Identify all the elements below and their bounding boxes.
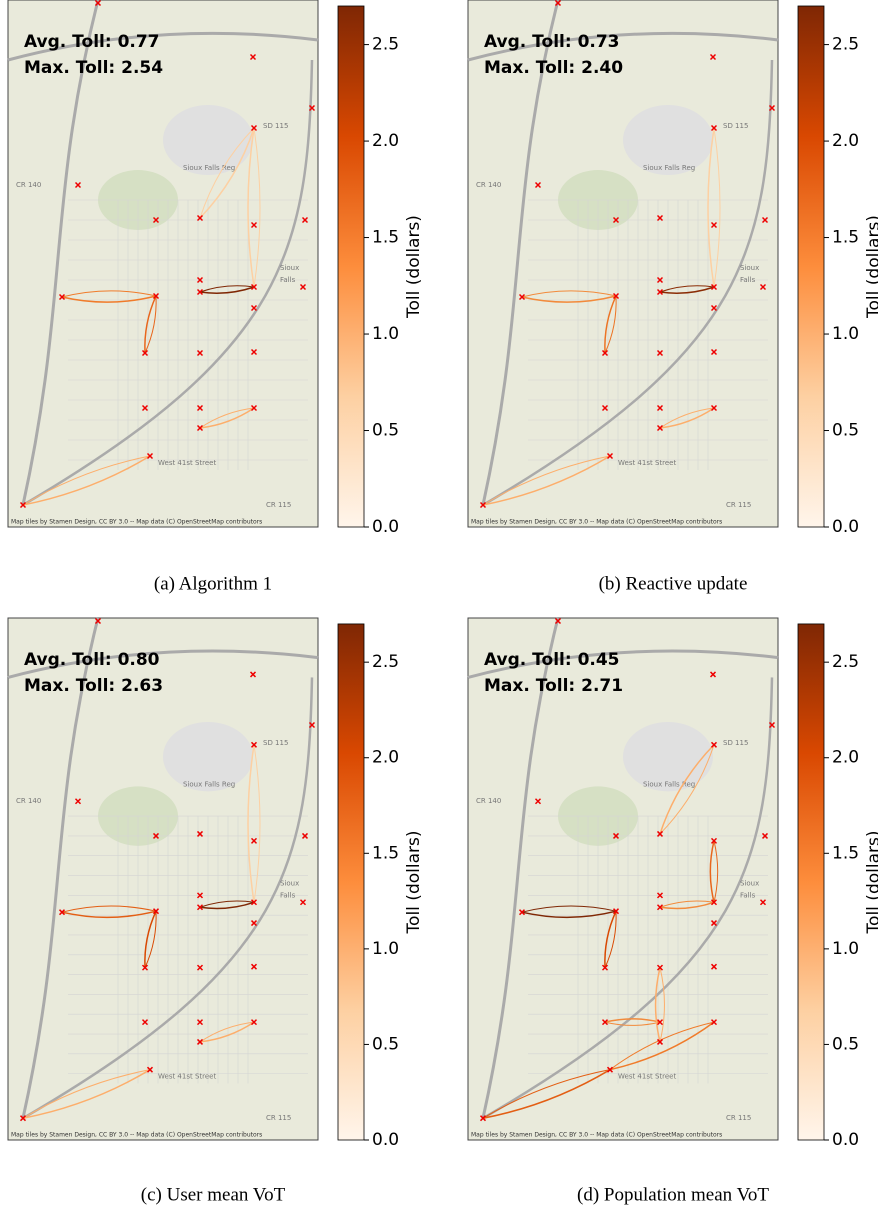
colorbar-tick-label: 0.5 <box>372 421 399 441</box>
figure: Sioux Falls Reg Sioux Falls SD 115 CR 140 CR … <box>0 0 878 1211</box>
map-label: SD 115 <box>263 122 288 130</box>
colorbar <box>798 624 824 1140</box>
map-label: West 41st Street <box>618 1073 676 1081</box>
colorbar-label: Toll (dollars) <box>404 831 424 935</box>
map-label: Falls <box>740 891 756 899</box>
map-label: Sioux Falls Reg <box>643 164 695 172</box>
max-toll: Max. Toll: 2.54 <box>24 58 163 78</box>
max-toll: Max. Toll: 2.63 <box>24 676 163 696</box>
map-background <box>8 618 318 1140</box>
map-label: Falls <box>280 891 296 899</box>
colorbar-tick-label: 2.5 <box>372 35 399 55</box>
caption: (b) Reactive update <box>599 573 748 594</box>
colorbar-tick-label: 1.5 <box>372 228 399 248</box>
colorbar-label: Toll (dollars) <box>404 215 424 319</box>
avg-toll: Avg. Toll: 0.77 <box>24 32 160 52</box>
map-label: CR 115 <box>266 1114 291 1122</box>
map-label: West 41st Street <box>158 1073 216 1081</box>
map-label: Sioux <box>740 264 759 272</box>
map-label: CR 115 <box>726 501 751 509</box>
map-background <box>468 618 778 1140</box>
avg-toll: Avg. Toll: 0.73 <box>484 32 620 52</box>
map-label: CR 140 <box>16 797 41 805</box>
colorbar-tick-label: 0.5 <box>832 1034 859 1054</box>
map-label: Falls <box>740 276 756 284</box>
colorbar-tick-label: 0.0 <box>372 1130 399 1150</box>
avg-toll: Avg. Toll: 0.45 <box>484 650 620 670</box>
colorbar <box>338 6 364 527</box>
colorbar-tick-label: 2.0 <box>832 131 859 151</box>
colorbar-tick-label: 2.0 <box>372 748 399 768</box>
colorbar-tick-label: 1.0 <box>372 324 399 344</box>
map-label: West 41st Street <box>158 459 216 467</box>
colorbar <box>338 624 364 1140</box>
map-label: Sioux <box>280 879 299 887</box>
colorbar-tick-label: 0.0 <box>372 517 399 537</box>
map-label: CR 140 <box>16 181 41 189</box>
colorbar-tick-label: 1.0 <box>372 939 399 959</box>
map-label: SD 115 <box>263 739 288 747</box>
colorbar-label: Toll (dollars) <box>864 215 878 319</box>
map-label: CR 115 <box>266 501 291 509</box>
map-background <box>468 0 778 527</box>
colorbar-tick-label: 2.5 <box>372 652 399 672</box>
map-label: CR 140 <box>476 181 501 189</box>
map-label: CR 115 <box>726 1114 751 1122</box>
attribution: Map tiles by Stamen Design, CC BY 3.0 --… <box>11 1132 262 1139</box>
colorbar-tick-label: 1.5 <box>832 228 859 248</box>
map-label: West 41st Street <box>618 459 676 467</box>
max-toll: Max. Toll: 2.40 <box>484 58 623 78</box>
colorbar-tick-label: 1.0 <box>832 324 859 344</box>
colorbar-tick-label: 0.5 <box>372 1034 399 1054</box>
caption: (c) User mean VoT <box>141 1184 286 1205</box>
caption: (d) Population mean VoT <box>577 1184 769 1205</box>
map-label: Sioux <box>740 879 759 887</box>
colorbar-tick-label: 2.5 <box>832 35 859 55</box>
map-label: Sioux Falls Reg <box>643 780 695 788</box>
map-label: SD 115 <box>723 739 748 747</box>
map-panel: Sioux Falls Reg Sioux Falls SD 115 CR 140 CR … <box>468 618 778 1140</box>
map-background <box>8 0 318 527</box>
map-panel: Sioux Falls Reg Sioux Falls SD 115 CR 140 CR … <box>8 618 318 1140</box>
max-toll: Max. Toll: 2.71 <box>484 676 623 696</box>
colorbar-tick-label: 2.0 <box>372 131 399 151</box>
caption: (a) Algorithm 1 <box>154 573 272 594</box>
colorbar <box>798 6 824 527</box>
colorbar-label: Toll (dollars) <box>864 831 878 935</box>
map-panel: Sioux Falls Reg Sioux Falls SD 115 CR 140 CR … <box>8 0 318 527</box>
map-label: SD 115 <box>723 122 748 130</box>
colorbar-tick-label: 0.0 <box>832 1130 859 1150</box>
colorbar-tick-label: 1.5 <box>832 843 859 863</box>
colorbar-tick-label: 2.5 <box>832 652 859 672</box>
map-label: Falls <box>280 276 296 284</box>
colorbar-tick-label: 0.5 <box>832 421 859 441</box>
colorbar-tick-label: 2.0 <box>832 748 859 768</box>
colorbar-tick-label: 0.0 <box>832 517 859 537</box>
avg-toll: Avg. Toll: 0.80 <box>24 650 160 670</box>
map-label: Sioux <box>280 264 299 272</box>
map-label: CR 140 <box>476 797 501 805</box>
colorbar-tick-label: 1.0 <box>832 939 859 959</box>
map-label: Sioux Falls Reg <box>183 780 235 788</box>
map-label: Sioux Falls Reg <box>183 164 235 172</box>
attribution: Map tiles by Stamen Design, CC BY 3.0 --… <box>471 1132 722 1139</box>
attribution: Map tiles by Stamen Design, CC BY 3.0 --… <box>11 519 262 526</box>
colorbar-tick-label: 1.5 <box>372 843 399 863</box>
map-panel: Sioux Falls Reg Sioux Falls SD 115 CR 140 CR … <box>468 0 778 527</box>
attribution: Map tiles by Stamen Design, CC BY 3.0 --… <box>471 519 722 526</box>
